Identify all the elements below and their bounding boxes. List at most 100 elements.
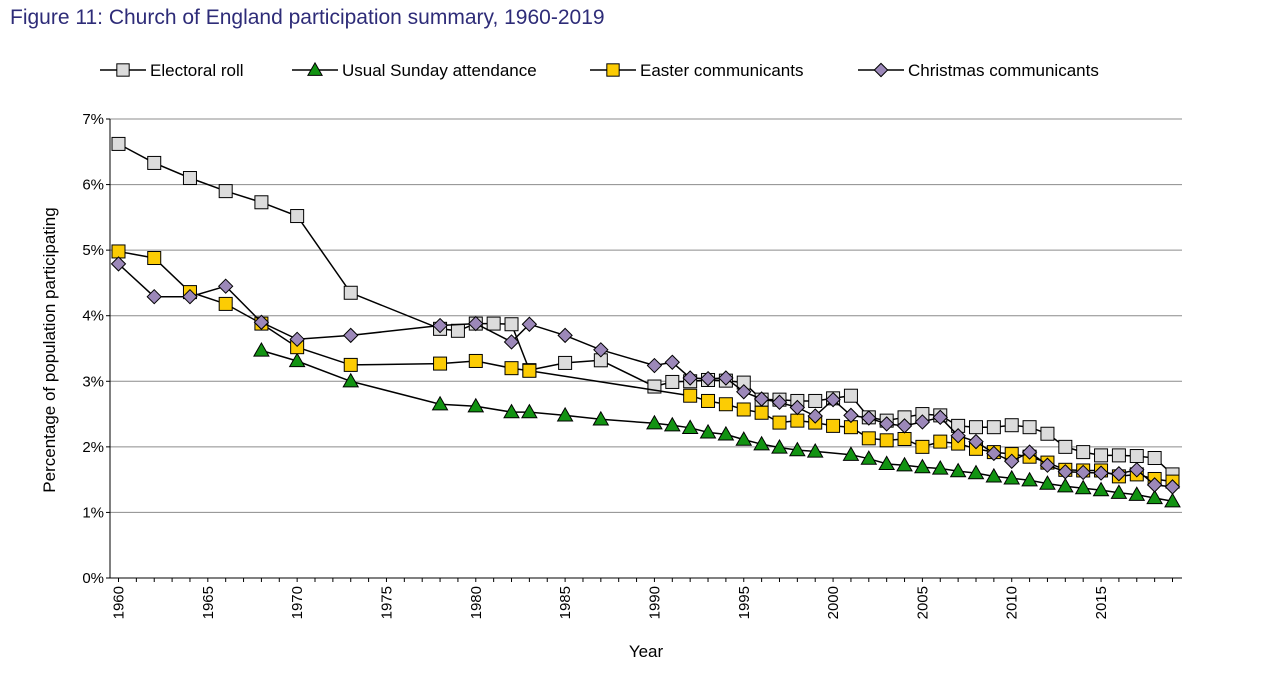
data-point-usual-sunday-attendance	[1146, 489, 1163, 505]
data-point-christmas-communicants	[1039, 457, 1056, 473]
data-point-electoral-roll	[665, 374, 680, 389]
legend-item-electoral-roll: Electoral roll	[100, 61, 244, 80]
legend-marker	[873, 62, 889, 78]
series-easter-communicants	[111, 244, 1180, 489]
data-point-easter-communicants	[754, 405, 769, 420]
y-tick-label: 4%	[82, 308, 104, 325]
y-tick-label: 2%	[82, 439, 104, 456]
data-point-electoral-roll	[504, 317, 519, 332]
data-point-electoral-roll	[1058, 439, 1073, 454]
data-point-easter-communicants	[736, 402, 751, 417]
legend-label: Christmas communicants	[908, 61, 1099, 80]
data-point-easter-communicants	[683, 388, 698, 403]
x-tick-label: 1980	[468, 586, 485, 619]
data-point-usual-sunday-attendance	[646, 414, 663, 430]
data-point-usual-sunday-attendance	[753, 435, 770, 451]
x-tick-label: 2015	[1093, 586, 1110, 619]
data-point-christmas-communicants	[646, 357, 663, 374]
legend-label: Electoral roll	[150, 61, 244, 80]
data-point-electoral-roll	[1094, 448, 1109, 463]
data-point-usual-sunday-attendance	[1074, 479, 1092, 495]
data-point-easter-communicants	[772, 415, 787, 430]
data-point-christmas-communicants	[521, 316, 538, 332]
data-point-electoral-roll	[290, 209, 305, 224]
legend-label: Easter communicants	[640, 61, 803, 80]
legend-marker	[307, 61, 323, 76]
data-point-easter-communicants	[343, 357, 358, 372]
data-point-electoral-roll	[968, 420, 983, 435]
data-point-christmas-communicants	[968, 433, 984, 450]
data-point-christmas-communicants	[557, 327, 573, 344]
x-tick-label: 1990	[646, 586, 663, 619]
data-point-easter-communicants	[218, 296, 233, 311]
data-point-usual-sunday-attendance	[735, 431, 753, 446]
data-point-christmas-communicants	[468, 315, 484, 332]
data-point-usual-sunday-attendance	[1128, 486, 1146, 501]
data-point-christmas-communicants	[503, 334, 520, 350]
data-point-usual-sunday-attendance	[985, 467, 1003, 483]
data-point-usual-sunday-attendance	[806, 442, 824, 458]
legend-item-christmas-communicants: Christmas communicants	[858, 61, 1099, 80]
data-point-easter-communicants	[504, 361, 519, 376]
legend-item-easter-communicants: Easter communicants	[590, 61, 803, 80]
data-point-easter-communicants	[826, 418, 841, 433]
y-tick-label: 5%	[82, 242, 104, 259]
data-point-usual-sunday-attendance	[842, 446, 860, 461]
data-point-electoral-roll	[558, 355, 573, 370]
data-point-christmas-communicants	[807, 408, 823, 424]
data-point-electoral-roll	[343, 285, 358, 300]
x-tick-label: 1960	[111, 586, 128, 619]
data-point-usual-sunday-attendance	[914, 458, 931, 474]
data-point-usual-sunday-attendance	[896, 456, 913, 472]
data-point-christmas-communicants	[1075, 464, 1091, 481]
data-point-usual-sunday-attendance	[342, 372, 360, 388]
data-point-christmas-communicants	[896, 418, 913, 434]
data-point-electoral-roll	[450, 323, 465, 338]
data-point-usual-sunday-attendance	[521, 403, 538, 419]
data-point-christmas-communicants	[878, 416, 895, 432]
data-point-usual-sunday-attendance	[503, 403, 520, 419]
data-point-usual-sunday-attendance	[699, 423, 717, 439]
data-point-easter-communicants	[718, 397, 733, 412]
series-usual-sunday-attendance	[253, 341, 1181, 508]
data-point-electoral-roll	[486, 316, 501, 331]
data-point-usual-sunday-attendance	[931, 459, 949, 475]
data-point-usual-sunday-attendance	[860, 450, 878, 465]
data-point-usual-sunday-attendance	[1164, 492, 1181, 508]
data-point-usual-sunday-attendance	[1056, 477, 1074, 493]
data-point-usual-sunday-attendance	[878, 455, 896, 471]
data-point-easter-communicants	[468, 353, 483, 368]
data-point-electoral-roll	[254, 195, 269, 210]
x-tick-label: 2000	[825, 586, 842, 619]
data-point-usual-sunday-attendance	[1110, 484, 1128, 499]
y-tick-label: 0%	[82, 570, 104, 587]
data-point-christmas-communicants	[932, 409, 948, 426]
y-axis-title: Percentage of population participating	[40, 207, 59, 492]
data-point-christmas-communicants	[861, 410, 877, 426]
data-point-christmas-communicants	[986, 445, 1002, 462]
data-point-usual-sunday-attendance	[431, 395, 449, 411]
data-point-usual-sunday-attendance	[717, 425, 735, 441]
data-point-christmas-communicants	[343, 327, 359, 344]
data-point-easter-communicants	[790, 413, 805, 428]
data-point-christmas-communicants	[1093, 465, 1109, 481]
data-point-easter-communicants	[433, 356, 448, 371]
data-point-christmas-communicants	[110, 256, 127, 272]
data-point-usual-sunday-attendance	[949, 462, 967, 478]
legend-item-usual-sunday-attendance: Usual Sunday attendance	[292, 61, 537, 80]
data-point-christmas-communicants	[664, 354, 681, 370]
data-point-easter-communicants	[147, 251, 162, 266]
data-point-easter-communicants	[897, 431, 912, 446]
data-point-christmas-communicants	[217, 278, 234, 294]
data-point-easter-communicants	[111, 244, 126, 259]
data-point-usual-sunday-attendance	[1092, 481, 1110, 497]
data-point-electoral-roll	[1022, 420, 1037, 435]
data-point-usual-sunday-attendance	[1039, 475, 1056, 490]
data-point-christmas-communicants	[789, 399, 806, 416]
data-point-usual-sunday-attendance	[771, 439, 788, 454]
data-point-christmas-communicants	[736, 384, 752, 400]
chart-series	[110, 136, 1181, 508]
data-point-usual-sunday-attendance	[1021, 471, 1038, 487]
legend-marker	[606, 63, 620, 77]
